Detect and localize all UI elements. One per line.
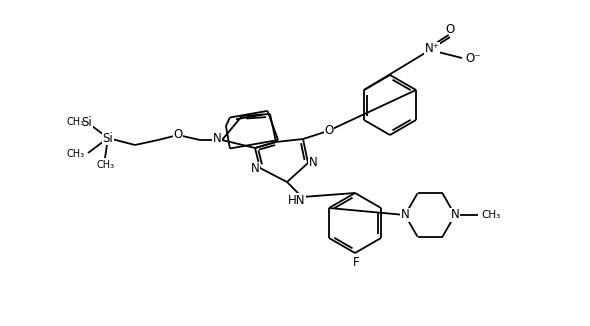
Text: N: N [212, 132, 221, 145]
Text: CH₃: CH₃ [481, 210, 500, 220]
Text: O: O [173, 128, 183, 141]
Text: N: N [451, 209, 460, 221]
Text: N⁺: N⁺ [425, 42, 440, 55]
Text: CH₃: CH₃ [67, 149, 85, 159]
Text: Si: Si [81, 116, 93, 129]
Text: O: O [324, 125, 333, 138]
Text: F: F [353, 256, 359, 269]
Text: HN: HN [289, 194, 306, 206]
Text: N: N [401, 209, 409, 221]
Text: Si: Si [103, 131, 113, 144]
Text: N: N [251, 162, 260, 175]
Text: Si: Si [82, 118, 90, 127]
Text: CH₃: CH₃ [97, 160, 115, 170]
Text: Si: Si [103, 131, 113, 144]
Text: O⁻: O⁻ [465, 52, 480, 65]
Text: N: N [309, 156, 317, 170]
Text: O: O [445, 23, 455, 36]
Text: CH₃: CH₃ [67, 117, 85, 127]
Text: O: O [173, 128, 183, 141]
